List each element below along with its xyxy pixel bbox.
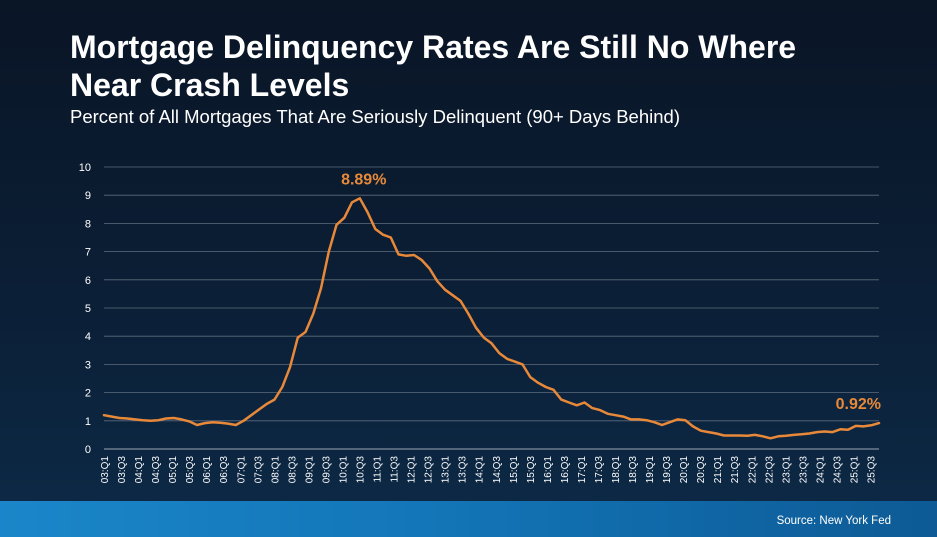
source-label: Source: New York Fed — [776, 515, 891, 527]
x-tick-label: 23:Q3 — [798, 456, 809, 484]
x-tick-label: 12:Q1 — [407, 456, 418, 484]
delinquency-series-line — [102, 197, 881, 440]
x-tick-label: 14:Q3 — [492, 456, 503, 484]
x-tick-label: 05:Q1 — [168, 456, 179, 484]
x-tick-label: 08:Q3 — [287, 456, 298, 484]
x-tick-label: 07:Q3 — [253, 456, 264, 484]
y-tick-label: 6 — [85, 275, 91, 287]
chart-title: Mortgage Delinquency Rates Are Still No … — [70, 29, 797, 103]
chart-subtitle: Percent of All Mortgages That Are Seriou… — [70, 106, 680, 127]
x-tick-label: 09:Q1 — [304, 456, 315, 484]
x-tick-label: 20:Q3 — [696, 456, 707, 484]
x-tick-label: 13:Q3 — [458, 456, 469, 484]
x-tick-label: 15:Q3 — [526, 456, 537, 484]
x-tick-label: 17:Q1 — [577, 456, 588, 484]
x-tick-label: 04:Q1 — [134, 456, 145, 484]
x-tick-label: 05:Q3 — [185, 456, 196, 484]
x-tick-label: 19:Q1 — [645, 456, 656, 484]
x-tick-label: 03:Q1 — [100, 456, 111, 484]
x-tick-label: 13:Q1 — [441, 456, 452, 484]
y-tick-label: 5 — [85, 303, 91, 315]
y-tick-label: 2 — [85, 388, 91, 400]
x-tick-label: 25:Q1 — [849, 456, 860, 484]
x-tick-label: 21:Q3 — [730, 456, 741, 484]
x-tick-label: 21:Q1 — [713, 456, 724, 484]
latest-value-label: 0.92% — [836, 396, 881, 413]
x-tick-label: 04:Q3 — [151, 456, 162, 484]
x-tick-label: 12:Q3 — [424, 456, 435, 484]
y-tick-label: 0 — [85, 444, 91, 456]
y-tick-label: 1 — [85, 416, 91, 428]
x-tick-label: 24:Q3 — [832, 456, 843, 484]
x-tick-label: 22:Q3 — [764, 456, 775, 484]
y-tick-label: 7 — [85, 247, 91, 259]
y-tick-label: 9 — [85, 190, 91, 202]
x-tick-label: 10:Q1 — [338, 456, 349, 484]
delinquency-line-chart: 0 1 2 3 4 5 6 7 8 9 10 03:Q1 03:Q3 04:Q1 04:Q3 05:Q1 05:… — [79, 162, 881, 484]
x-tick-label: 09:Q3 — [321, 456, 332, 484]
x-tick-label: 22:Q1 — [747, 456, 758, 484]
y-tick-label: 10 — [79, 162, 91, 174]
x-tick-label: 20:Q1 — [679, 456, 690, 484]
x-tick-label: 14:Q1 — [475, 456, 486, 484]
x-tick-label: 15:Q1 — [509, 456, 520, 484]
x-tick-label: 06:Q3 — [219, 456, 230, 484]
x-tick-label: 24:Q1 — [815, 456, 826, 484]
x-tick-label: 08:Q1 — [270, 456, 281, 484]
footer-bar: Source: New York Fed — [0, 501, 937, 537]
x-tick-label: 19:Q3 — [662, 456, 673, 484]
y-tick-label: 8 — [85, 218, 91, 230]
x-tick-label: 23:Q1 — [781, 456, 792, 484]
y-tick-label: 4 — [85, 331, 91, 343]
x-tick-label: 25:Q3 — [866, 456, 877, 484]
x-tick-label: 07:Q1 — [236, 456, 247, 484]
x-tick-label: 11:Q1 — [373, 456, 384, 483]
x-tick-label: 16:Q1 — [543, 456, 554, 484]
peak-value-label: 8.89% — [341, 171, 386, 188]
x-tick-label: 11:Q3 — [390, 456, 401, 483]
x-tick-label: 18:Q3 — [628, 456, 639, 484]
x-tick-label: 10:Q3 — [355, 456, 366, 484]
x-tick-label: 17:Q3 — [594, 456, 605, 484]
x-tick-label: 03:Q3 — [117, 456, 128, 484]
x-tick-label: 06:Q1 — [202, 456, 213, 484]
y-tick-label: 3 — [85, 359, 91, 371]
x-tick-label: 16:Q3 — [560, 456, 571, 484]
x-tick-label: 18:Q1 — [611, 456, 622, 484]
